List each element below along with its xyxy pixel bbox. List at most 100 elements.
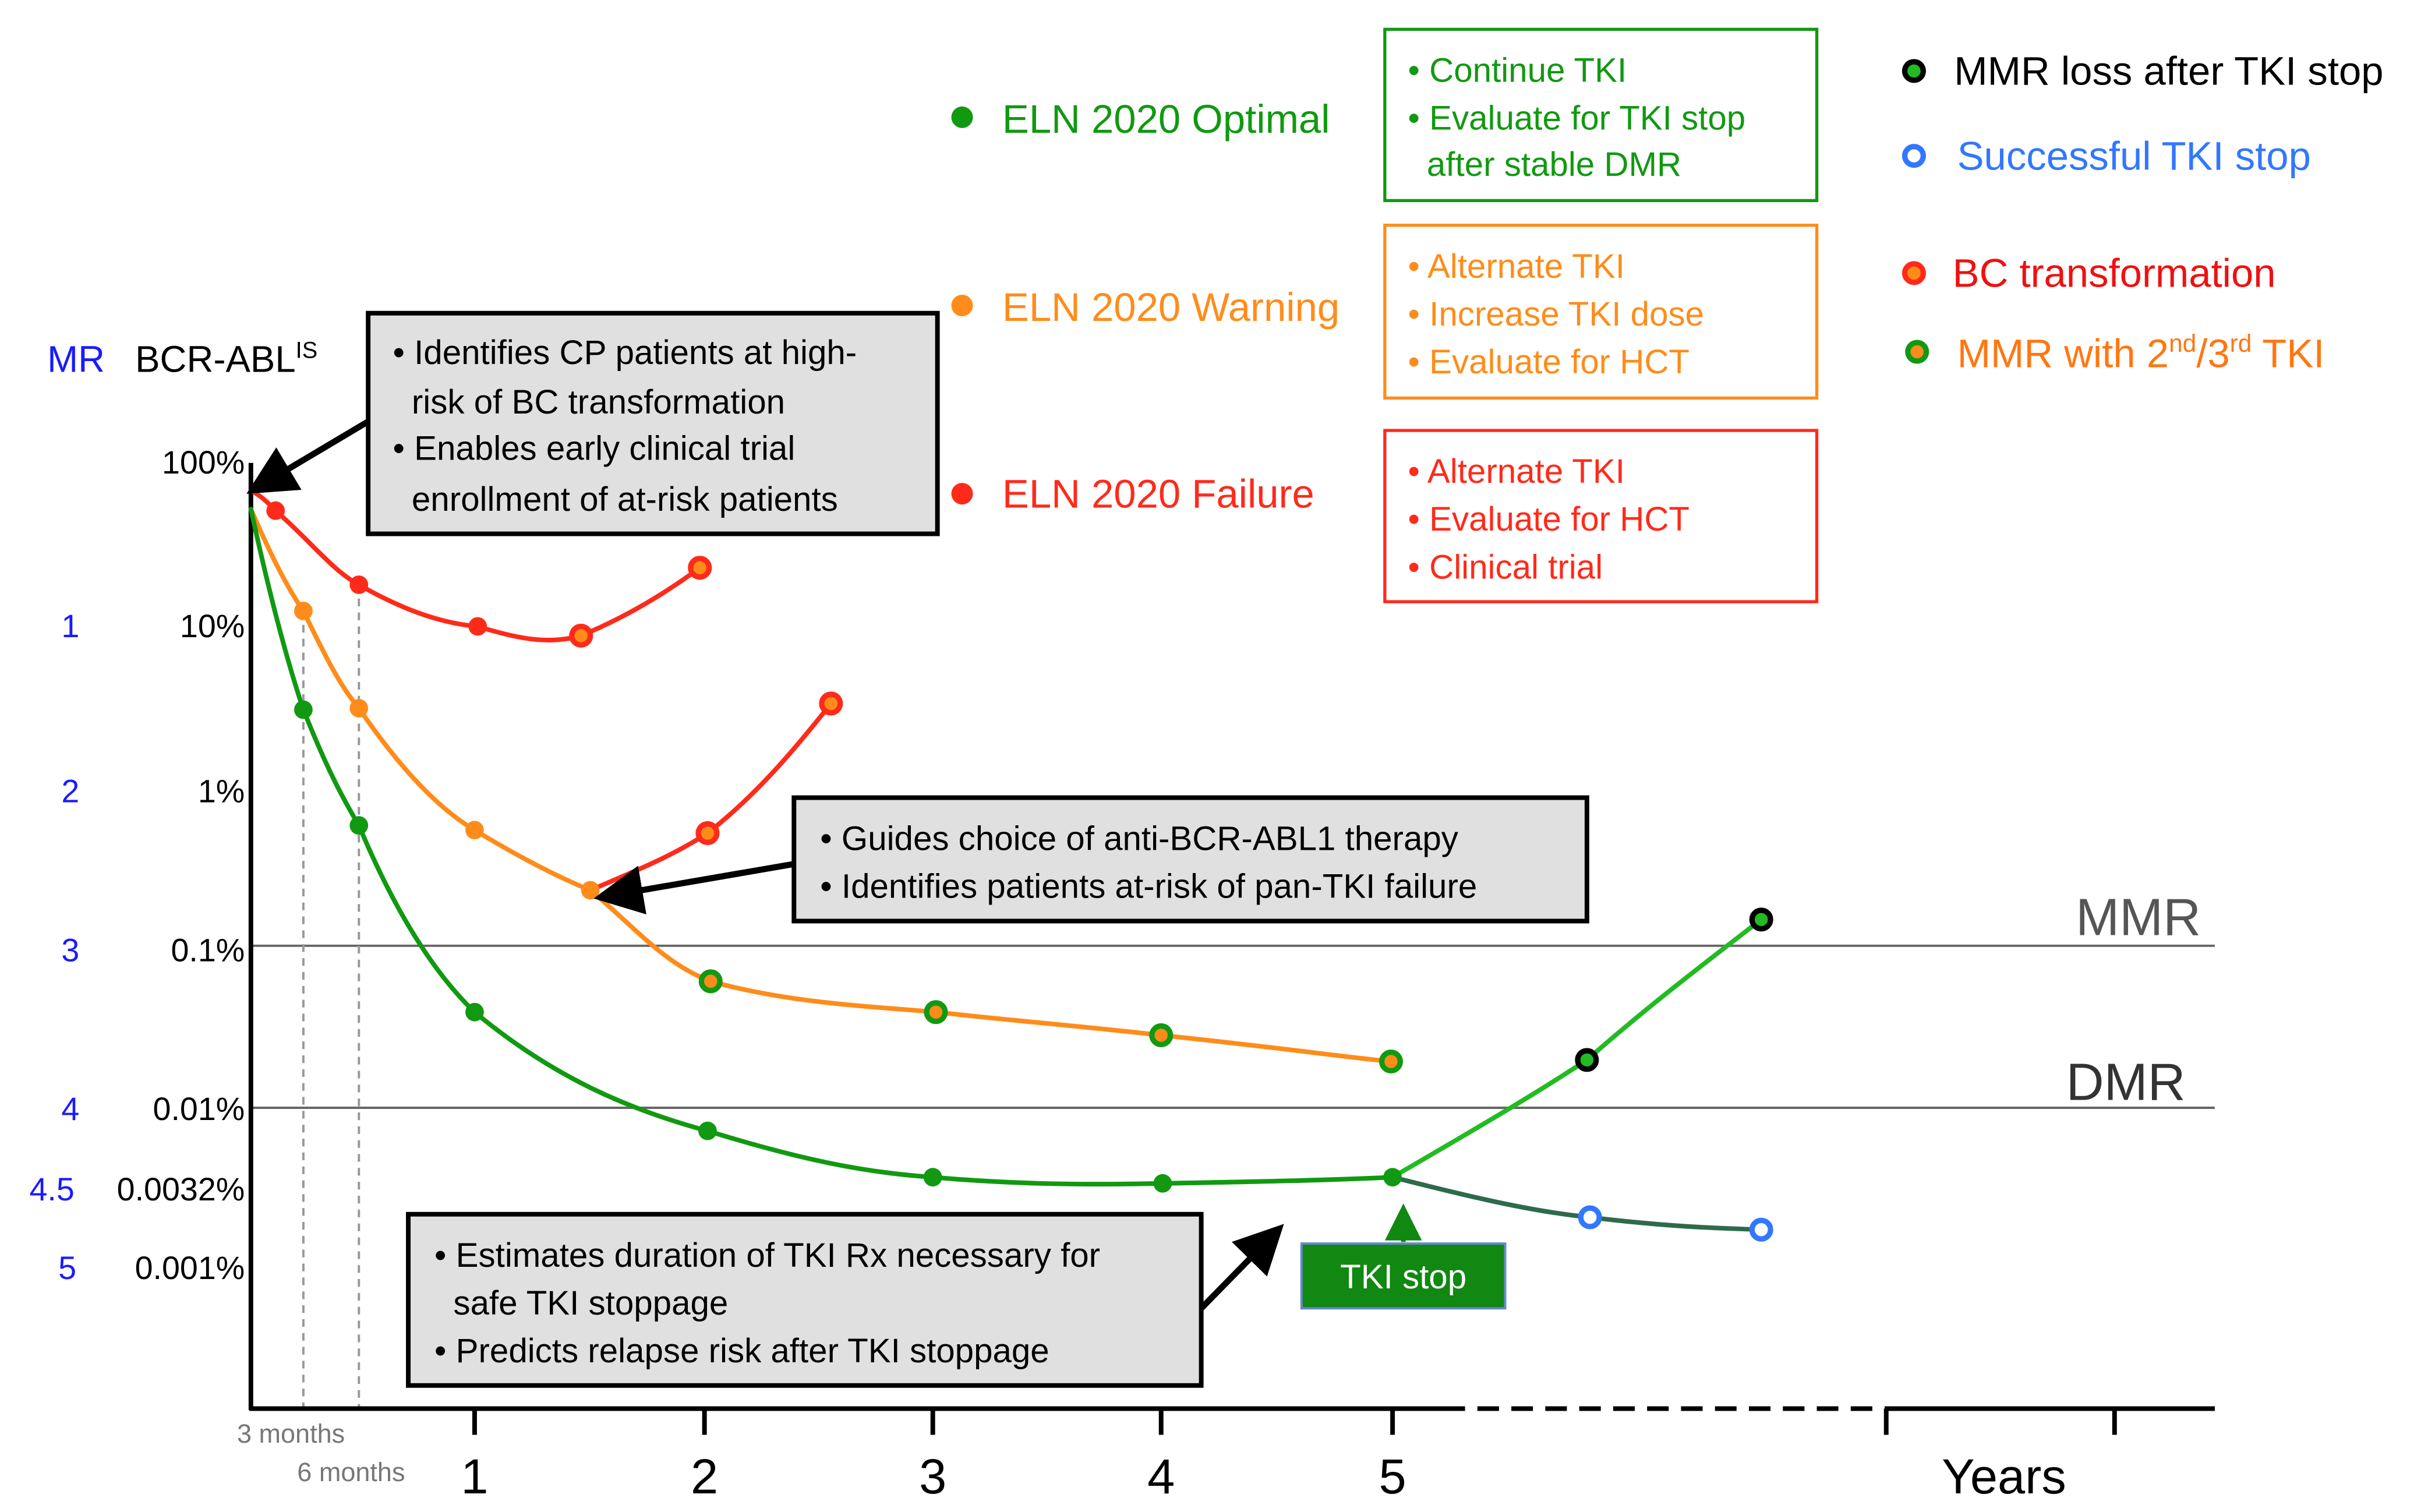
failure-point — [266, 501, 285, 520]
x-tick: 2 — [691, 1449, 718, 1504]
svg-text:• Alternate TKI: • Alternate TKI — [1408, 453, 1625, 490]
svg-text:• Guides choice of anti-BCR-AB: • Guides choice of anti-BCR-ABL1 therapy — [820, 820, 1458, 858]
action-box-warning: • Alternate TKI • Increase TKI dose • Ev… — [1383, 224, 1819, 400]
svg-text:safe TKI stoppage: safe TKI stoppage — [434, 1284, 728, 1322]
mmr-2nd-3rd-tki-point — [1379, 1049, 1403, 1074]
eln-legend: ELN 2020 Optimal ELN 2020 Warning ELN 20… — [951, 97, 1339, 517]
mr-tick: 3 — [61, 932, 79, 968]
mr-axis-label: MR — [47, 338, 105, 380]
successful-stop-marker-icon — [1902, 144, 1926, 168]
svg-text:TKI stop: TKI stop — [1340, 1258, 1466, 1296]
optimal-curve — [248, 507, 1395, 1187]
svg-text:MMR with 2nd/3rd TKI: MMR with 2nd/3rd TKI — [1957, 330, 2325, 376]
action-box-optimal: • Continue TKI • Evaluate for TKI stop a… — [1383, 27, 1819, 203]
mmr-2nd-3rd-tki-point — [698, 969, 723, 994]
callout-arrow — [246, 416, 373, 494]
y-axis-label: BCR-ABLIS — [135, 338, 317, 380]
callout-bc-risk: • Identifies CP patients at high- risk o… — [366, 310, 940, 536]
optimal-dot-icon — [951, 106, 973, 128]
y-tick: 1% — [198, 773, 245, 809]
bc-transformation-point — [688, 556, 712, 580]
x-tick: 1 — [461, 1449, 488, 1504]
svg-text:MMR loss after TKI stop: MMR loss after TKI stop — [1954, 49, 2383, 94]
x-tick: 5 — [1379, 1449, 1406, 1504]
optimal-point — [698, 1121, 717, 1140]
failure-point — [468, 617, 487, 636]
successful-stop-curve — [1390, 1175, 1764, 1232]
action-box-failure: • Alternate TKI • Evaluate for HCT • Cli… — [1383, 429, 1819, 603]
warning-dot-icon — [951, 294, 973, 317]
x-axis-label: Years — [1942, 1449, 2066, 1504]
mr-tick: 4 — [61, 1091, 79, 1127]
bc-transformation-point — [819, 691, 843, 716]
svg-text:ELN 2020 Warning: ELN 2020 Warning — [1002, 285, 1339, 330]
y-tick: 0.1% — [171, 932, 245, 968]
optimal-point — [294, 700, 313, 719]
callout-arrow — [593, 861, 795, 915]
bc-transformation-marker-icon — [1902, 261, 1926, 285]
x-tick: 4 — [1147, 1449, 1175, 1504]
svg-text:Successful TKI stop: Successful TKI stop — [1957, 133, 2311, 178]
optimal-point — [465, 1002, 484, 1022]
svg-text:• Continue TKI: • Continue TKI — [1408, 51, 1627, 89]
failure-dot-icon — [951, 483, 973, 505]
y-tick: 0.001% — [135, 1250, 245, 1286]
warning-point — [349, 698, 369, 718]
svg-text:• Estimates duration of TKI Rx: • Estimates duration of TKI Rx necessary… — [434, 1237, 1100, 1274]
svg-text:BC transformation: BC transformation — [1953, 251, 2276, 296]
svg-text:• Evaluate for HCT: • Evaluate for HCT — [1408, 343, 1690, 381]
svg-text:• Predicts relapse risk after: • Predicts relapse risk after TKI stoppa… — [434, 1332, 1049, 1370]
svg-text:after stable DMR: after stable DMR — [1408, 146, 1682, 183]
callout-therapy-choice: • Guides choice of anti-BCR-ABL1 therapy… — [791, 795, 1589, 924]
svg-text:• Clinical trial: • Clinical trial — [1408, 548, 1603, 586]
mmr-2nd-3rd-tki-point — [1149, 1023, 1174, 1047]
svg-text:• Evaluate for TKI stop: • Evaluate for TKI stop — [1408, 100, 1746, 137]
warning-point — [294, 602, 313, 620]
y-tick: 0.0032% — [117, 1171, 245, 1207]
successful-stop-point — [1749, 1217, 1773, 1242]
optimal-point — [1383, 1168, 1402, 1187]
mmr-2nd-3rd-marker-icon — [1905, 340, 1929, 364]
mmr-loss-point — [1749, 907, 1773, 932]
optimal-point — [923, 1168, 942, 1187]
svg-text:• Enables early clinical trial: • Enables early clinical trial — [393, 429, 796, 467]
mmr-loss-marker-icon — [1902, 59, 1926, 83]
tki-stop-label: TKI stop — [1300, 1242, 1507, 1310]
mr-tick-labels: 1 2 3 4 4.5 5 — [29, 608, 79, 1286]
dmr-label: DMR — [2066, 1053, 2186, 1112]
warning-point — [581, 881, 600, 900]
optimal-point — [349, 816, 369, 835]
successful-stop-point — [1578, 1205, 1602, 1230]
outcome-legend: MMR loss after TKI stop Successful TKI s… — [1902, 49, 2384, 376]
svg-text:enrollment of at-risk patients: enrollment of at-risk patients — [393, 481, 838, 518]
warning-curve — [248, 507, 1394, 1064]
mr-tick: 1 — [61, 608, 79, 644]
svg-text:• Increase TKI dose: • Increase TKI dose — [1408, 295, 1704, 333]
mmr-2nd-3rd-tki-point — [924, 1000, 948, 1025]
y-tick: 10% — [180, 608, 245, 644]
failure-curve — [248, 488, 702, 642]
mmr-label: MMR — [2076, 888, 2201, 946]
bc-transformation-point — [569, 623, 593, 648]
warning-point — [465, 821, 484, 840]
svg-text:• Evaluate for HCT: • Evaluate for HCT — [1408, 500, 1690, 538]
callout-arrow — [1199, 1224, 1284, 1311]
svg-text:ELN 2020 Failure: ELN 2020 Failure — [1002, 472, 1314, 517]
mmr-loss-point — [1575, 1048, 1599, 1072]
bc-transformation-point — [695, 821, 720, 845]
callout-tki-stop: • Estimates duration of TKI Rx necessary… — [406, 1211, 1204, 1388]
svg-text:• Identifies patients at-risk: • Identifies patients at-risk of pan-TKI… — [820, 868, 1477, 906]
y-tick: 100% — [162, 444, 245, 481]
mr-tick: 5 — [58, 1250, 76, 1286]
6-months-label: 6 months — [297, 1457, 405, 1487]
mmr-loss-curve — [1390, 917, 1764, 1180]
mr-tick: 4.5 — [29, 1171, 74, 1207]
svg-text:ELN 2020 Optimal: ELN 2020 Optimal — [1002, 97, 1330, 142]
x-axis — [249, 1406, 2215, 1435]
svg-text:risk of BC transformation: risk of BC transformation — [393, 383, 785, 421]
mr-tick: 2 — [61, 773, 79, 809]
y-tick: 0.01% — [153, 1091, 245, 1127]
x-tick-labels: 1 2 3 4 5 — [461, 1449, 1406, 1504]
optimal-point — [1153, 1174, 1172, 1193]
